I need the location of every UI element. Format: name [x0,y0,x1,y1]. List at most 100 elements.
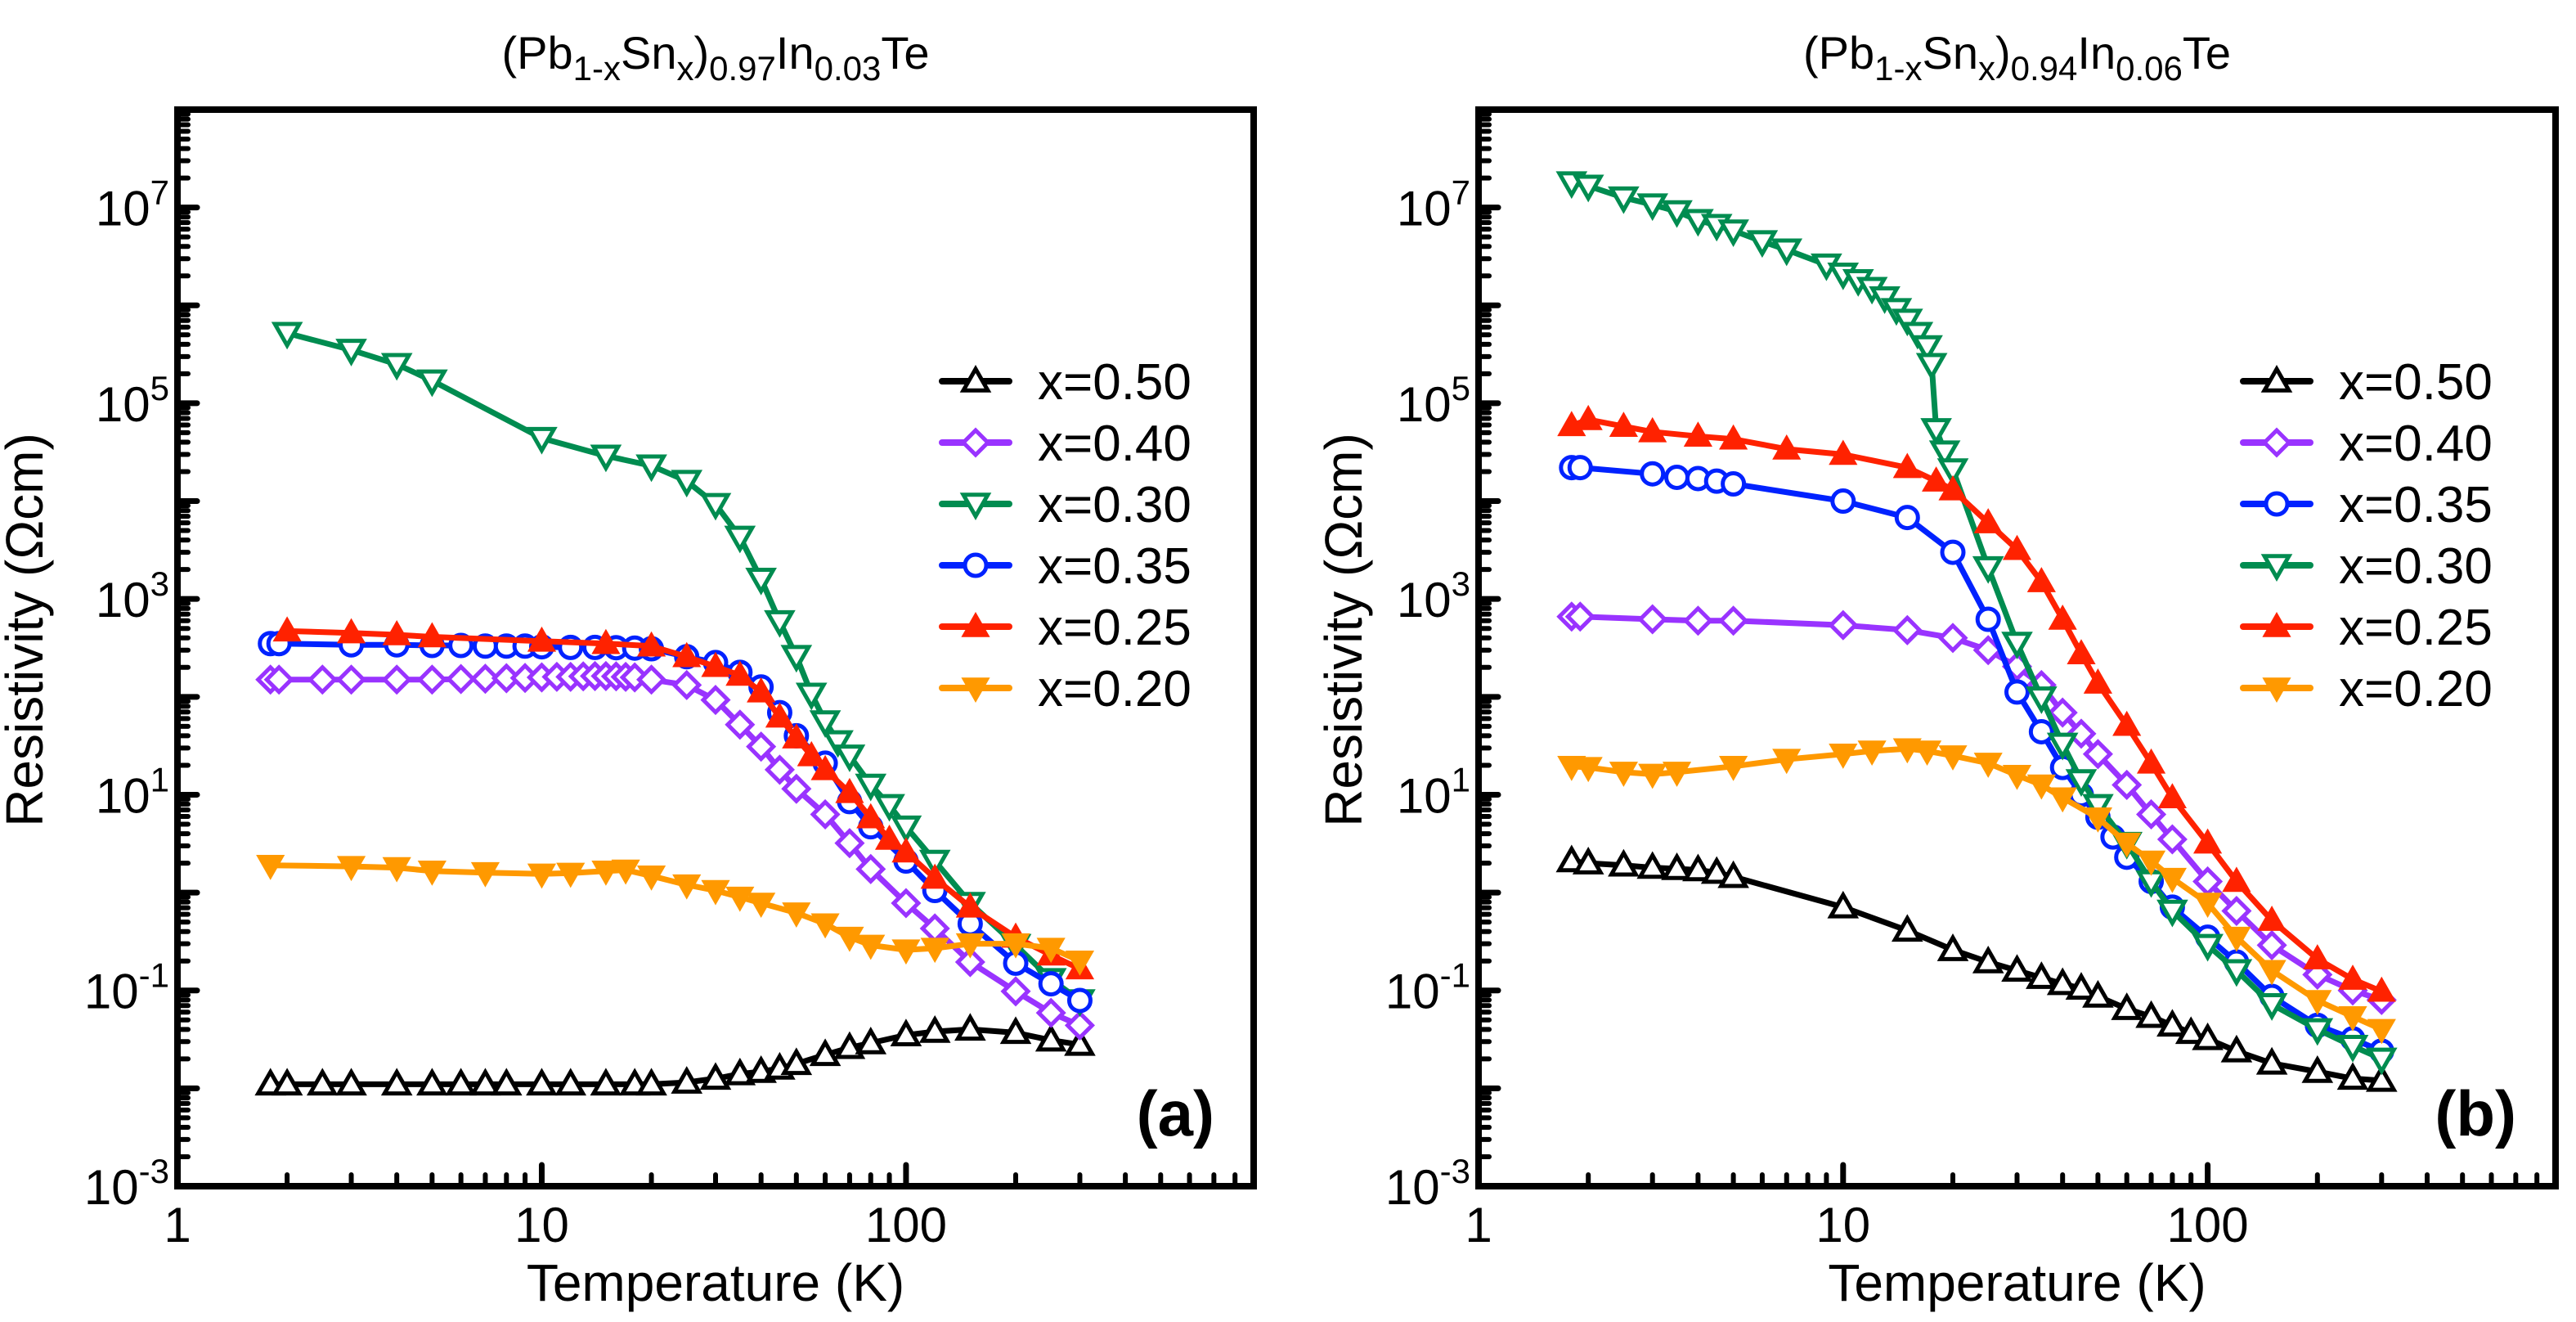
data-point [764,609,796,638]
panel-label: (b) [2435,1077,2516,1149]
data-point [1034,1023,1067,1052]
data-point [1829,439,1858,465]
data-point [1894,505,1920,531]
legend-label: x=0.30 [1038,477,1192,533]
legend: x=0.50x=0.40x=0.30x=0.35x=0.25x=0.20 [939,354,1192,717]
legend-item: x=0.40 [2240,416,2493,472]
data-point [2222,866,2251,893]
legend-label: x=0.25 [1038,600,1192,656]
y-tick-exponent: 1 [1452,760,1470,798]
data-point [699,1062,732,1090]
data-point [1911,335,1943,363]
data-point [2112,769,2143,800]
x-axis-title: Temperature (K) [1828,1253,2206,1312]
y-axis-title: Resistivity (Ωcm) [0,433,54,827]
data-point [1035,997,1066,1028]
data-point [2156,824,2188,855]
data-point [2220,959,2253,987]
data-point [527,626,557,652]
legend-marker [2260,554,2293,582]
data-point [446,663,477,695]
data-point [822,730,854,758]
data-point [780,645,813,673]
data-point [636,664,667,695]
legend-item: x=0.35 [939,538,1192,595]
legend-marker [2261,427,2292,458]
data-point [1901,322,1934,350]
title-subscript: 0.97 [709,49,776,88]
data-point [382,620,411,645]
data-point [873,794,905,822]
y-tick-label: 10-3 [84,1152,169,1215]
data-point [2002,534,2032,560]
data-point [2026,774,2056,800]
data-point [469,663,500,695]
data-point [1938,474,1968,501]
y-tick-base: 10 [1397,573,1452,627]
y-tick-exponent: -3 [1440,1152,1470,1190]
data-point [2220,1034,2253,1063]
data-point [1891,914,1923,942]
data-point [2026,686,2058,714]
data-point [855,853,886,884]
data-point [890,1018,922,1047]
data-point [1609,762,1638,787]
data-point [1567,455,1593,481]
x-tick-label: 10 [514,1198,569,1252]
title-part: ) [694,27,710,79]
data-point [1891,308,1923,337]
legend-marker [959,492,992,521]
panel-b: (Pb1-xSnx)0.94In0.06Te10-310-11011031051… [1314,27,2559,1312]
data-point [1700,856,1733,884]
x-tick-label: 1 [164,1198,191,1252]
data-point [1638,416,1667,443]
data-point [1064,1009,1095,1041]
data-point [1066,987,1093,1014]
y-tick-exponent: 7 [1452,173,1470,212]
series-x=0.25 [272,616,1095,980]
y-tick-exponent: -1 [139,956,169,995]
series-x=0.25 [1557,404,2396,1002]
legend-item: x=0.30 [939,477,1192,533]
data-point [1555,844,1588,873]
data-point [1000,976,1031,1007]
y-tick-exponent: 5 [1452,369,1470,407]
chart-title: (Pb1-xSnx)0.94In0.06Te [1803,27,2231,88]
y-tick-label: 103 [1397,564,1470,627]
data-point [263,664,294,695]
data-point [2001,632,2033,660]
data-point [2193,828,2223,854]
data-point [1609,411,1638,437]
data-point [2338,1005,2367,1032]
data-point [745,568,777,596]
data-point [833,744,866,772]
data-point [855,1027,887,1054]
data-point [764,754,795,785]
data-point [1772,749,1802,775]
data-point [416,1068,448,1096]
data-point [469,1068,501,1096]
data-point [672,641,702,668]
data-point [2257,906,2287,931]
data-point [2082,979,2114,1008]
data-point [271,322,303,350]
data-point [590,1068,622,1096]
data-point [1772,434,1802,460]
data-point [1640,461,1666,487]
data-point [2192,1022,2224,1050]
data-point [782,902,811,928]
series-line [270,672,1081,1028]
data-point [671,1066,703,1094]
data-point [380,353,413,381]
data-point [1636,193,1669,222]
data-point [2082,794,2114,822]
data-point [417,622,447,648]
data-point [955,892,985,918]
data-point [1972,945,2004,974]
data-point [891,888,922,919]
data-point [2001,954,2033,983]
data-point [724,1057,756,1086]
data-point [1038,971,1064,997]
data-point [856,803,886,829]
